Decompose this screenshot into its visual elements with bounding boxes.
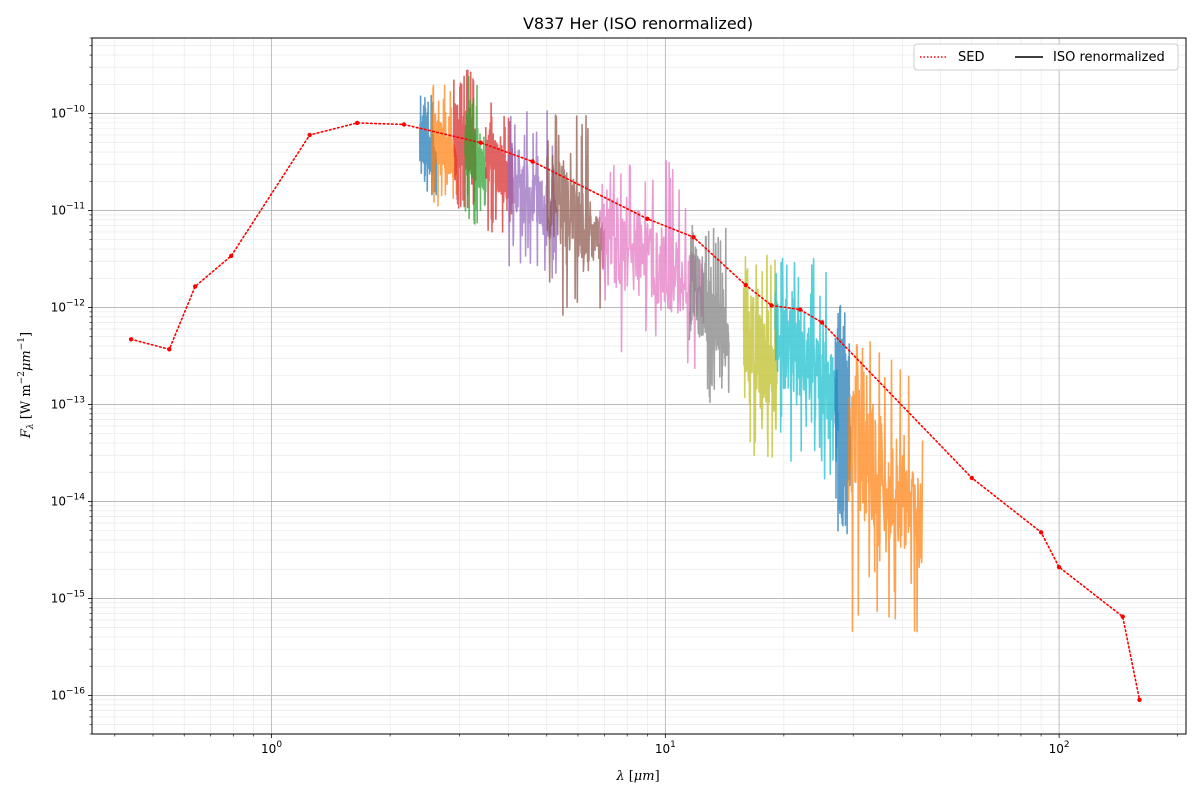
y-tick-label: 10−15 [51,589,85,605]
sed-point [193,284,198,289]
sed-point [1137,697,1142,702]
iso-spectrum-segment-2 [430,84,458,207]
sed-point [1038,530,1044,535]
sed-point [530,159,535,164]
y-axis-subscript: λ [26,423,36,430]
x-tick-label: 101 [655,740,676,756]
sed-point [1120,614,1125,619]
x-axis-ticks: 100 101 102 [114,734,1178,756]
y-axis-ticks: 10−10 10−11 10−12 10−13 10−14 10−15 10−16 [51,37,92,735]
y-tick-label: 10−16 [51,686,86,702]
iso-spectrum-segment-12 [834,304,852,535]
minor-grid [92,37,1186,735]
y-axis-symbol: F [19,428,34,439]
iso-spectra [418,69,924,633]
iso-spectrum-segment-11 [774,257,840,480]
y-tick-label: 10−13 [51,395,85,411]
major-grid [92,38,1186,734]
y-axis-unit: W m [19,384,34,414]
chart-title: V837 Her (ISO renormalized) [523,14,753,33]
legend: SED ISO renormalized [913,43,1179,71]
x-axis-symbol: λ [615,769,624,784]
sed-point [1056,565,1062,570]
y-axis-per-unit-exp: −1 [17,337,27,350]
x-tick-label: 100 [261,740,282,756]
legend-iso-label: ISO renormalized [1053,50,1165,65]
legend-sed-label: SED [958,50,984,65]
y-axis-per-unit: μm [19,350,34,371]
sed-point [691,235,696,240]
sed-point [798,307,803,312]
sed-point [307,132,312,138]
iso-spectrum-segment-10 [742,254,778,458]
sed-line [130,122,1141,701]
sed-point [743,282,748,288]
sed-point [355,120,360,126]
y-axis-label: Fλ [W m−2μm−1] [17,332,36,439]
sed-series [128,120,1142,702]
y-tick-label: 10−12 [51,298,85,314]
sed-point [645,216,650,221]
iso-spectrum-segment-4 [464,75,487,225]
y-tick-label: 10−10 [51,104,86,120]
y-tick-label: 10−14 [51,492,86,508]
x-axis-label: λ [μm] [615,769,659,784]
x-axis-unit: μm [634,769,655,784]
sed-point [167,347,172,352]
sed-point [969,475,974,481]
sed-point [769,303,774,308]
sed-point [478,140,483,145]
x-tick-label: 102 [1049,740,1070,756]
sed-point [819,320,825,325]
sed-point [229,253,234,259]
iso-spectrum-segment-7 [546,114,606,316]
plot-frame [91,37,1187,735]
sed-point [401,122,407,127]
iso-spectrum-segment-8 [598,160,705,370]
y-tick-label: 10−11 [51,201,85,217]
legend-box [913,43,1179,71]
iso-spectrum-segment-13 [846,341,924,633]
y-axis-unit-exp: −2 [17,371,27,384]
iso-spectrum-segment-9 [688,224,730,404]
sed-point [128,337,134,342]
